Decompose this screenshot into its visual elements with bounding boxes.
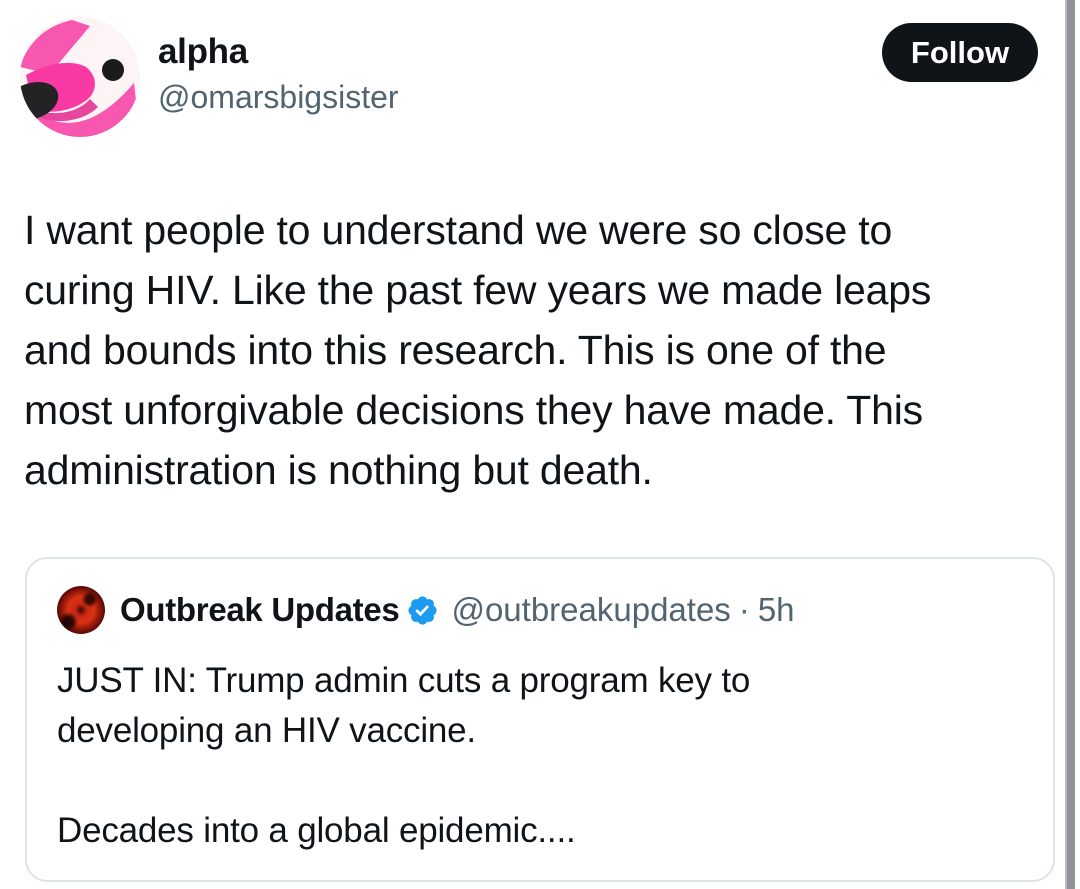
follow-button[interactable]: Follow: [882, 23, 1038, 82]
tweet-text-line: most unforgivable decisions they have ma…: [24, 387, 923, 433]
quoted-text-line: JUST IN: Trump admin cuts a program key …: [57, 661, 751, 700]
author-handle[interactable]: @omarsbigsister: [158, 79, 399, 115]
quoted-tweet-header: Outbreak Updates @outbreakupdates · 5h: [57, 585, 1023, 635]
tweet-text-line: administration is nothing but death.: [24, 447, 653, 493]
scrollbar-thumb[interactable]: [1065, 0, 1075, 889]
tweet-text-line: curing HIV. Like the past few years we m…: [24, 267, 932, 313]
quoted-tweet-card[interactable]: Outbreak Updates @outbreakupdates · 5h J…: [25, 557, 1055, 882]
tweet-text: I want people to understand we were so c…: [24, 200, 1030, 500]
quoted-author-handle: @outbreakupdates: [451, 591, 731, 628]
author-block: alpha @omarsbigsister: [158, 30, 399, 117]
quoted-tweet-text: JUST IN: Trump admin cuts a program key …: [57, 656, 1023, 856]
verified-badge-icon: [408, 595, 438, 625]
quoted-text-line: developing an HIV vaccine.: [57, 711, 476, 750]
author-avatar[interactable]: [20, 17, 140, 137]
quoted-timestamp: 5h: [757, 591, 795, 628]
quoted-text-line: Decades into a global epidemic....: [57, 811, 576, 850]
quoted-author-meta: @outbreakupdates · 5h: [451, 591, 794, 629]
flamingo-avatar-image: [20, 17, 140, 137]
author-name[interactable]: alpha: [158, 32, 248, 71]
quoted-author-name: Outbreak Updates: [120, 591, 400, 628]
tweet-text-line: I want people to understand we were so c…: [24, 207, 893, 253]
quoted-author-avatar: [57, 586, 105, 634]
meta-separator: ·: [738, 591, 750, 628]
tweet-text-line: and bounds into this research. This is o…: [24, 327, 887, 373]
